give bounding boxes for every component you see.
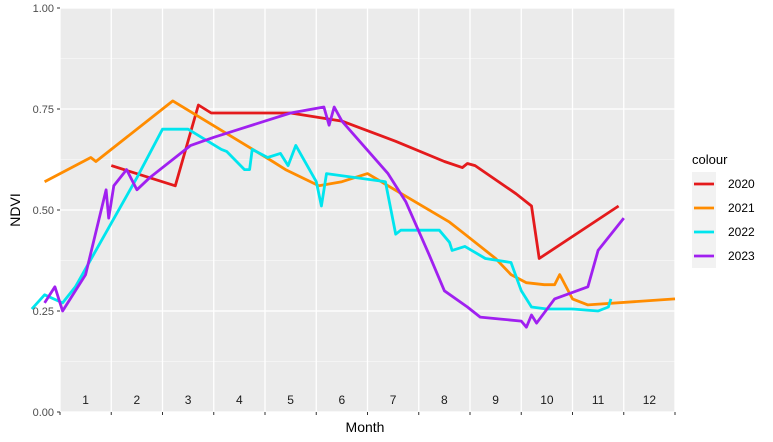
y-tick-label: 0.00 — [33, 407, 54, 419]
month-label: 9 — [492, 393, 499, 407]
month-label: 5 — [287, 393, 294, 407]
x-axis-title: Month — [346, 419, 385, 435]
month-label: 11 — [592, 393, 605, 407]
legend-label-2023: 2023 — [728, 249, 755, 263]
month-label: 6 — [339, 393, 346, 407]
legend-label-2021: 2021 — [728, 201, 755, 215]
series-line-2023 — [43, 105, 625, 329]
month-label: 2 — [134, 393, 141, 407]
month-label: 3 — [185, 393, 192, 407]
month-labels: 1 2 3 4 5 6 7 8 9 10 11 12 — [82, 393, 656, 407]
y-axis: 0.00 0.25 0.50 0.75 1.00 — [33, 3, 60, 419]
series-lines — [30, 99, 676, 329]
y-tick-label: 1.00 — [33, 3, 54, 15]
y-tick-label: 0.75 — [33, 104, 54, 116]
legend-title: colour — [692, 152, 728, 167]
month-label: 12 — [643, 393, 657, 407]
month-label: 4 — [236, 393, 243, 407]
legend-label-2020: 2020 — [728, 177, 755, 191]
legend-items: 2020 2021 2022 2023 — [692, 172, 755, 268]
y-tick-label: 0.25 — [33, 306, 54, 318]
legend-label-2022: 2022 — [728, 225, 755, 239]
y-axis-title: NDVI — [7, 193, 23, 226]
x-axis-ticks — [59, 412, 676, 415]
series-line-2021 — [43, 99, 676, 307]
series-line-2020 — [110, 103, 620, 260]
y-tick-label: 0.50 — [33, 205, 54, 217]
series-line-2022 — [30, 127, 613, 313]
month-label: 8 — [441, 393, 448, 407]
month-label: 7 — [390, 393, 397, 407]
month-label: 10 — [540, 393, 554, 407]
month-label: 1 — [82, 393, 89, 407]
legend: colour 2020 2021 2022 2023 — [692, 152, 755, 268]
